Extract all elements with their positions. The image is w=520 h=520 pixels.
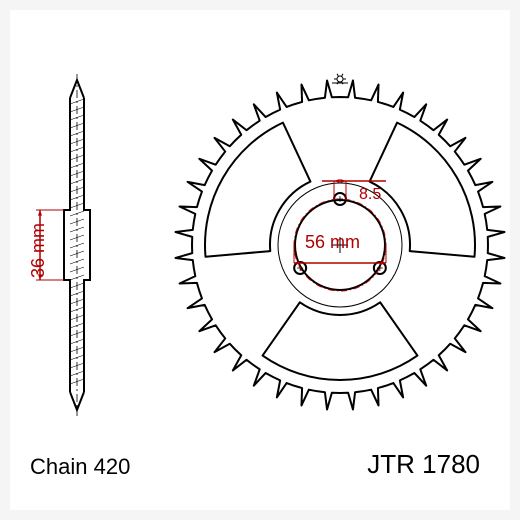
dimension-side-height: 36 mm <box>28 223 49 278</box>
part-number-label: JTR 1780 <box>367 449 480 480</box>
dimension-bolt-circle: 56 mm <box>305 232 360 253</box>
dimension-bolt-hole: 8.5 <box>359 186 381 204</box>
diagram-inner: Chain 420 JTR 1780 36 mm 56 mm 8.5 <box>10 10 510 510</box>
technical-drawing-svg <box>10 10 510 510</box>
diagram-canvas: Chain 420 JTR 1780 36 mm 56 mm 8.5 <box>0 0 520 520</box>
chain-spec-label: Chain 420 <box>30 454 130 480</box>
